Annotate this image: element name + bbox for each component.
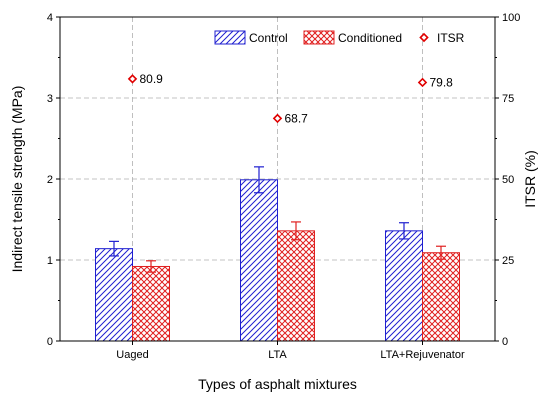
legend-swatch-control [214, 30, 246, 45]
x-tick-label: LTA+Rejuvenator [380, 349, 465, 361]
bar-control-1 [240, 179, 278, 342]
y-tick-label: 3 [47, 93, 53, 105]
itsr-marker-0 [127, 74, 138, 84]
y-tick-label: 1 [47, 255, 53, 267]
axes: 0 0 1 25 2 50 3 75 4 100 Uaged LTA LTA+Rejuvenator [47, 12, 520, 361]
itsr-markers: 80.9 68.7 79.8 [127, 72, 454, 125]
legend-label-itsr: ITSR [437, 31, 465, 45]
legend-label-conditioned: Conditioned [338, 31, 402, 45]
legend-swatch-conditioned [303, 30, 335, 45]
y2-tick-label: 25 [502, 255, 514, 267]
y-axis-title: Indirect tensile strength (MPa) [9, 86, 25, 273]
y2-tick-label: 75 [502, 93, 514, 105]
x-axis-title: Types of asphalt mixtures [198, 376, 357, 392]
legend: Control Conditioned ITSR [214, 30, 465, 45]
bar-conditioned-0 [132, 265, 170, 342]
itsr-label-0: 80.9 [140, 72, 164, 86]
y-tick-label: 2 [47, 174, 53, 186]
y2-tick-label: 50 [502, 174, 514, 186]
error-bars [109, 166, 446, 273]
bar-control-2 [385, 230, 423, 342]
itsr-label-2: 79.8 [430, 75, 454, 89]
bar-conditioned-1 [277, 230, 315, 342]
y2-tick-label: 100 [502, 12, 520, 24]
x-tick-label: LTA [268, 349, 287, 361]
y2-axis-title: ITSR (%) [522, 150, 538, 208]
y-tick-label: 0 [47, 336, 53, 348]
itsr-label-1: 68.7 [285, 111, 309, 125]
bar-conditioned-2 [422, 252, 460, 342]
y-tick-label: 4 [47, 12, 53, 24]
y2-tick-label: 0 [502, 336, 508, 348]
itsr-marker-1 [272, 113, 283, 124]
x-tick-label: Uaged [116, 349, 148, 361]
itsr-marker-2 [417, 77, 428, 88]
legend-label-control: Control [249, 31, 288, 45]
bar-control-0 [95, 248, 133, 342]
legend-marker-itsr [419, 32, 429, 43]
